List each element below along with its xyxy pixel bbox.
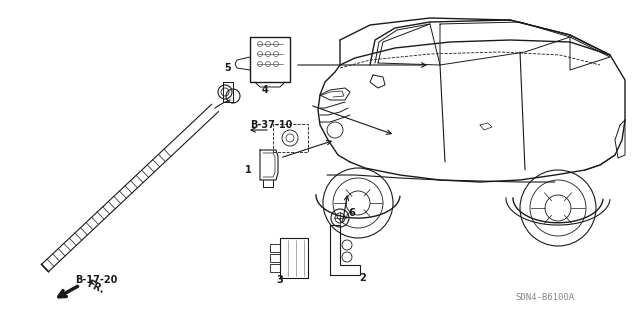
- Bar: [273, 124, 308, 152]
- Text: 4: 4: [262, 85, 268, 95]
- Text: 1: 1: [244, 165, 252, 175]
- Text: B-17-20: B-17-20: [75, 275, 117, 285]
- Text: 3: 3: [276, 275, 284, 285]
- Text: 6: 6: [349, 208, 355, 218]
- Text: SDN4-B6100A: SDN4-B6100A: [515, 293, 575, 302]
- Text: B-37-10: B-37-10: [250, 120, 292, 130]
- Text: FR.: FR.: [86, 279, 106, 295]
- Text: 5: 5: [225, 63, 232, 73]
- Text: 2: 2: [360, 273, 366, 283]
